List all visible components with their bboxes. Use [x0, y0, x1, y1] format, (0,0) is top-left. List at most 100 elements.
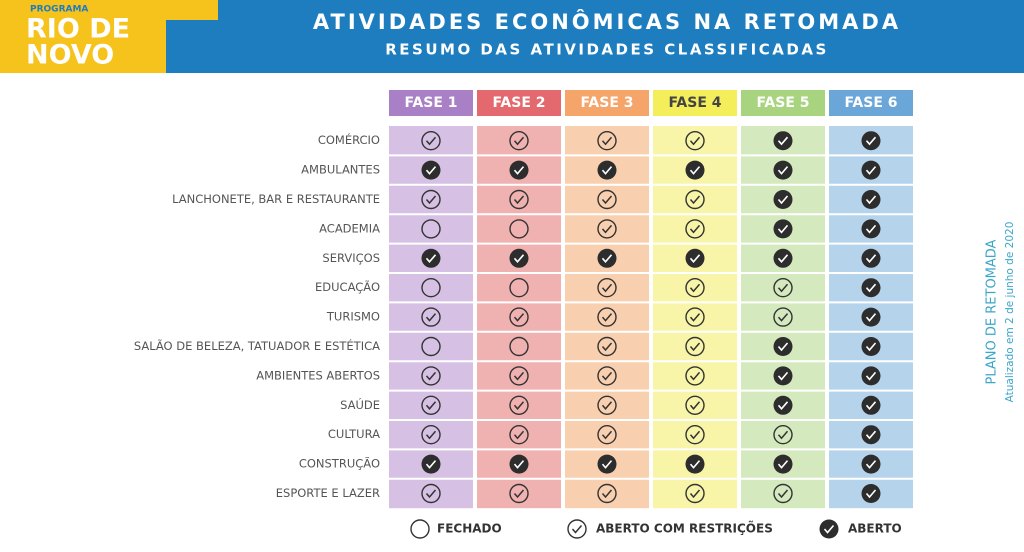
status-icon — [773, 160, 793, 180]
check — [689, 166, 701, 175]
circle — [421, 160, 441, 180]
circle — [597, 278, 617, 298]
status-icon — [685, 307, 705, 327]
status-icon — [861, 395, 881, 415]
status-icon — [861, 484, 881, 503]
check — [425, 254, 437, 264]
circle — [861, 190, 881, 209]
status-icon — [773, 454, 793, 474]
phase-header — [389, 90, 473, 116]
circle — [773, 190, 793, 209]
check — [689, 254, 701, 264]
status-icon — [421, 219, 441, 239]
logo-block — [0, 0, 218, 73]
check — [777, 283, 789, 293]
circle — [509, 160, 529, 180]
status-icon — [597, 395, 617, 415]
circle — [773, 307, 793, 327]
circle — [597, 248, 617, 268]
check — [823, 524, 835, 534]
check — [865, 430, 877, 440]
status-icon — [773, 219, 793, 239]
status-icon — [421, 366, 441, 386]
column-bg — [477, 126, 561, 509]
check — [777, 430, 789, 440]
circle — [861, 160, 881, 180]
status-icon — [861, 219, 881, 239]
status-icon — [685, 130, 705, 151]
circle — [509, 454, 529, 474]
check — [601, 313, 613, 322]
status-icon — [597, 336, 617, 357]
phase-label: FASE 3 — [580, 95, 633, 111]
circle — [597, 425, 617, 445]
column-bg — [565, 126, 649, 509]
circle — [597, 130, 617, 151]
status-icon — [773, 131, 793, 151]
check — [777, 166, 789, 175]
activity-label: CONSTRUÇÃO — [299, 456, 380, 471]
status-icon — [861, 366, 881, 386]
circle — [421, 454, 441, 474]
status-icon — [509, 366, 529, 386]
circle — [421, 219, 441, 239]
status-icon — [861, 160, 881, 180]
status-icon — [421, 454, 441, 474]
circle — [685, 130, 705, 151]
circle — [685, 219, 705, 239]
legend-label: ABERTO COM RESTRIÇÕES — [596, 521, 773, 536]
activity-label: SERVIÇOS — [322, 251, 380, 265]
phase-label: FASE 4 — [668, 95, 721, 111]
activity-label: SAÚDE — [340, 397, 380, 412]
circle — [685, 336, 705, 357]
check — [513, 460, 525, 469]
activity-label: EDUCAÇÃO — [315, 279, 380, 294]
status-icon — [421, 425, 441, 445]
check — [865, 166, 877, 175]
status-icon — [773, 307, 793, 327]
status-icon — [685, 189, 705, 210]
check — [513, 254, 525, 264]
circle — [421, 366, 441, 386]
status-icon — [509, 336, 529, 357]
circle — [861, 131, 881, 151]
check — [689, 283, 701, 293]
circle — [861, 248, 881, 268]
circle — [773, 278, 793, 298]
status-icon — [773, 425, 793, 445]
status-icon — [567, 519, 587, 539]
subtitle: RESUMO DAS ATIVIDADES CLASSIFICADAS — [385, 41, 829, 59]
circle — [509, 189, 529, 210]
check — [865, 342, 877, 352]
circle — [509, 307, 529, 327]
status-icon — [773, 248, 793, 268]
status-icon — [421, 160, 441, 180]
status-icon — [685, 160, 705, 180]
circle — [685, 160, 705, 180]
check — [689, 401, 701, 410]
check — [513, 195, 525, 205]
check — [689, 195, 701, 205]
status-icon — [597, 278, 617, 298]
status-icon — [597, 130, 617, 151]
status-icon — [685, 454, 705, 474]
circle — [509, 219, 529, 239]
side-updated: Atualizado em 2 de junho de 2020 — [1004, 222, 1016, 403]
circle — [685, 425, 705, 445]
circle — [509, 483, 529, 504]
status-icon — [685, 248, 705, 268]
check — [777, 460, 789, 469]
status-icon — [773, 483, 793, 504]
circle — [421, 278, 441, 298]
check — [777, 136, 789, 146]
status-icon — [597, 454, 617, 474]
status-icon — [509, 395, 529, 415]
status-icon — [597, 219, 617, 239]
status-icon — [509, 189, 529, 210]
activity-label: CULTURA — [328, 427, 380, 441]
circle — [685, 307, 705, 327]
circle — [685, 483, 705, 504]
check — [513, 430, 525, 440]
circle — [421, 307, 441, 327]
